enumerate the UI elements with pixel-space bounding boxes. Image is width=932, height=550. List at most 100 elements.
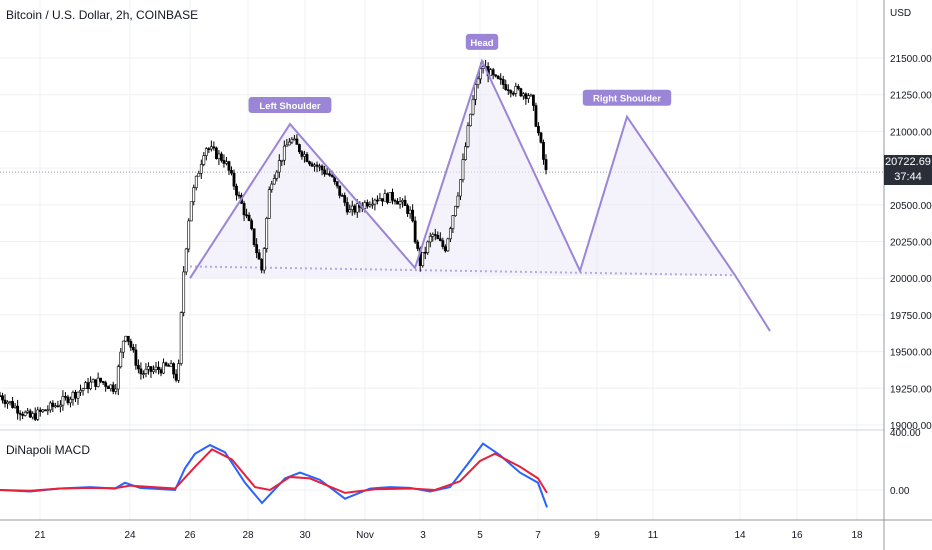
candle-body bbox=[408, 209, 412, 214]
candle-body bbox=[431, 234, 435, 237]
candle bbox=[290, 137, 294, 145]
candle bbox=[124, 335, 128, 343]
candle-body bbox=[252, 228, 256, 245]
candle-body bbox=[116, 366, 120, 390]
candle bbox=[537, 122, 540, 136]
candle bbox=[79, 384, 82, 397]
candle bbox=[199, 159, 203, 179]
candle bbox=[544, 154, 548, 175]
candle-body bbox=[461, 159, 465, 180]
candle-body bbox=[31, 413, 35, 418]
candle bbox=[142, 370, 145, 379]
candle bbox=[433, 228, 437, 241]
candle bbox=[33, 407, 37, 421]
candle bbox=[167, 363, 170, 367]
candle bbox=[386, 192, 389, 205]
candle-body bbox=[79, 390, 82, 393]
candle-body bbox=[189, 201, 193, 222]
candle bbox=[403, 195, 407, 206]
candle bbox=[516, 84, 520, 91]
candle bbox=[343, 192, 347, 207]
countdown-timer: 37:44 bbox=[894, 171, 922, 183]
candle-body bbox=[124, 335, 128, 342]
candle-body bbox=[139, 368, 143, 375]
candle bbox=[225, 156, 228, 166]
candle-body bbox=[111, 384, 115, 392]
candle-body bbox=[222, 160, 226, 164]
candle-body bbox=[237, 194, 241, 197]
candle bbox=[16, 399, 20, 420]
candle-body bbox=[335, 181, 339, 187]
candle bbox=[26, 408, 30, 414]
candle bbox=[416, 239, 420, 252]
candle-body bbox=[383, 193, 387, 202]
candle-body bbox=[426, 241, 430, 253]
price-tick-label: 21500.00 bbox=[890, 54, 932, 65]
candle bbox=[431, 232, 435, 242]
candle-body bbox=[154, 366, 158, 371]
candle bbox=[116, 364, 120, 396]
candle-body bbox=[262, 248, 266, 271]
candle bbox=[300, 150, 304, 160]
candle-body bbox=[348, 209, 352, 213]
candle bbox=[36, 406, 40, 421]
candle-body bbox=[365, 202, 369, 207]
candle-body bbox=[114, 388, 118, 392]
pattern-label-text: Right Shoulder bbox=[593, 94, 661, 105]
candle bbox=[441, 237, 445, 250]
candle bbox=[38, 407, 42, 417]
candle-body bbox=[454, 205, 457, 216]
price-tick-label: 21250.00 bbox=[890, 91, 932, 102]
candle bbox=[242, 200, 246, 221]
candle bbox=[494, 74, 498, 78]
candle-body bbox=[89, 381, 92, 389]
candle-body bbox=[199, 164, 203, 174]
candle-body bbox=[393, 199, 397, 202]
candle-body bbox=[466, 125, 470, 147]
candle-body bbox=[433, 234, 437, 236]
candle bbox=[534, 102, 538, 128]
candle-body bbox=[368, 204, 372, 207]
candle-body bbox=[109, 384, 113, 390]
pattern-label: Head bbox=[465, 33, 499, 50]
candle-body bbox=[388, 192, 392, 203]
candle-body bbox=[506, 89, 510, 91]
candle-body bbox=[298, 144, 301, 153]
candle-body bbox=[330, 174, 334, 177]
candle-body bbox=[61, 396, 65, 406]
candle-body bbox=[184, 248, 188, 273]
candle-body bbox=[441, 240, 445, 248]
candle bbox=[398, 197, 402, 209]
candle bbox=[134, 343, 138, 370]
candle bbox=[250, 218, 254, 231]
macd-series-line bbox=[0, 448, 548, 494]
candle bbox=[89, 376, 92, 391]
candle bbox=[285, 138, 289, 147]
candle bbox=[270, 180, 274, 193]
last-price-value: 20722.69 bbox=[885, 156, 931, 168]
candle bbox=[51, 400, 55, 413]
candle bbox=[192, 184, 196, 206]
candle-body bbox=[491, 69, 495, 76]
candle bbox=[126, 335, 130, 346]
candle bbox=[96, 372, 100, 388]
candle bbox=[474, 79, 477, 106]
candle-body bbox=[406, 205, 410, 214]
candle-body bbox=[16, 405, 20, 414]
candle bbox=[504, 79, 508, 91]
candle-body bbox=[448, 228, 452, 240]
chart-title: Bitcoin / U.S. Dollar, 2h, COINBASE bbox=[6, 8, 199, 22]
candle bbox=[423, 246, 427, 260]
candle-body bbox=[129, 341, 133, 348]
time-tick-label: 5 bbox=[477, 530, 483, 541]
candle bbox=[106, 385, 110, 390]
candle bbox=[428, 232, 432, 248]
candle bbox=[43, 409, 47, 412]
candle bbox=[91, 378, 95, 383]
candle bbox=[448, 226, 452, 243]
candle bbox=[287, 138, 291, 146]
candle-body bbox=[194, 175, 198, 188]
candle-body bbox=[169, 363, 173, 367]
candle bbox=[121, 340, 125, 358]
